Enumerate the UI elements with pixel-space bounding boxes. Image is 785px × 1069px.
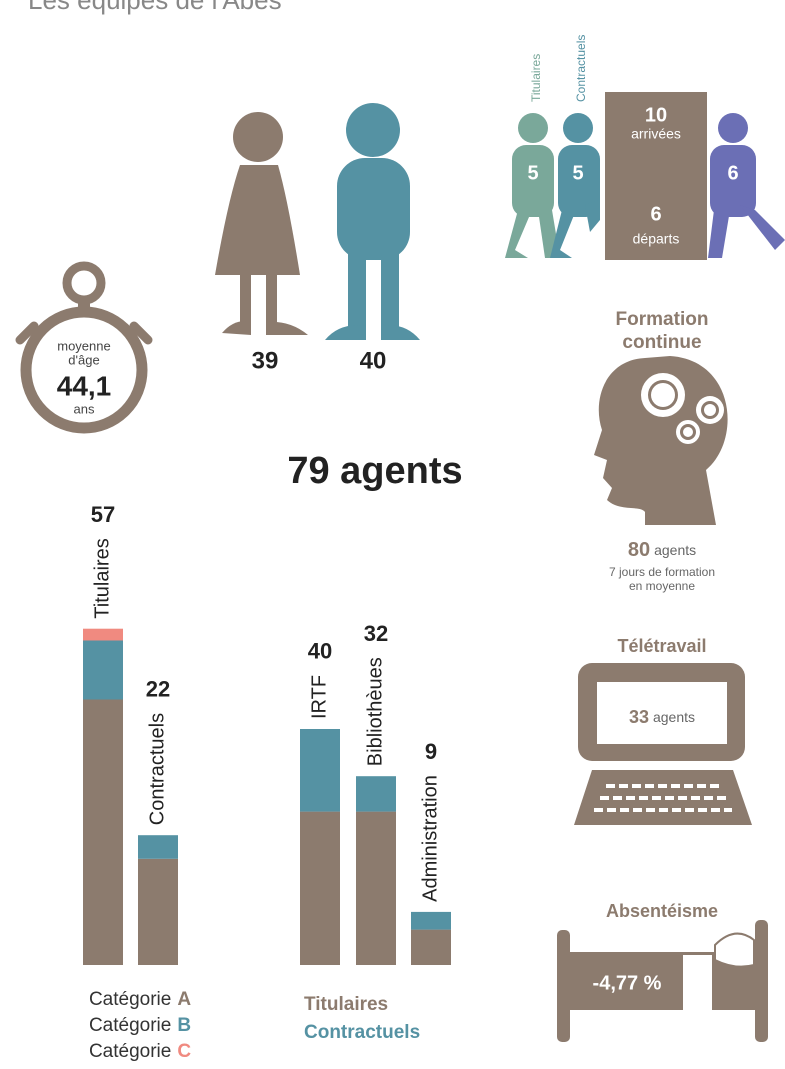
teletravail-agents: 33 agents [629,707,695,727]
stopwatch [15,261,153,434]
legend-entry: Titulaires [304,994,388,1015]
departures-label: départs [633,231,680,247]
bar-segment [300,811,340,965]
formation-title: Formation [616,309,709,330]
total-label: 57 [91,502,115,527]
category-label: Administration [419,775,441,902]
category-label: IRTF [308,675,330,719]
total-agents: 79 agents [287,450,462,492]
women-count: 39 [252,347,279,374]
door [605,92,707,260]
bar-segment [411,911,451,930]
bar-segment [83,628,123,641]
legend-entry: Contractuels [304,1022,420,1043]
legend-name: C [177,1041,191,1062]
bar-segment [83,699,123,965]
bar-segment [300,729,340,812]
men-count: 40 [360,347,387,374]
legend-label: Catégorie [89,1041,171,1062]
arrivals-count: 10 [645,104,667,126]
legend-name: Titulaires [304,994,388,1015]
formation-line: 7 jours de formation [609,565,715,579]
formation-title: continue [622,332,701,353]
bar-segment [356,811,396,965]
head-icon [594,356,728,525]
absenteisme-title: Absentéisme [606,901,718,921]
legend-entry: Catégorie C [89,1041,191,1062]
walker-departing [708,113,785,258]
bar-segment [83,640,123,700]
formation-line: en moyenne [629,579,695,593]
titulaires-count: 5 [527,162,538,184]
legend-name: B [177,1015,191,1036]
total-label: 9 [425,739,437,764]
absenteisme-value: -4,77 % [593,972,662,994]
category-label: Bibliothèues [364,657,386,766]
movement-label: Contractuels [574,35,588,102]
total-label: 32 [364,621,388,646]
formation-agents: 80 agents [628,539,696,561]
age-value: 44,1 [57,370,112,401]
legend-label: Catégorie [89,1015,171,1036]
legend-name: A [177,989,191,1010]
computer-icon [574,663,752,825]
arrivals-label: arrivées [631,126,681,142]
departing-count: 6 [727,162,738,184]
category-label: Titulaires [91,538,113,618]
bar-segment [138,858,178,965]
walker-titulaires [505,113,560,258]
legend-entry: Catégorie B [89,1015,191,1036]
bed-icon [557,920,768,1042]
walker-contractuels [550,113,600,258]
age-unit: ans [74,401,95,416]
teletravail-title: Télétravail [617,636,706,656]
movement-label: Titulaires [529,54,543,102]
age-label: d'âge [68,352,99,367]
total-label: 22 [146,677,170,702]
category-label: Contractuels [146,713,168,825]
page-title: Les équipes de l'Abes [28,0,282,15]
bar-segment [411,929,451,965]
total-label: 40 [308,639,332,664]
legend-entry: Catégorie A [89,989,191,1010]
legend-name: Contractuels [304,1022,420,1043]
contractuels-count: 5 [572,162,583,184]
woman-figure [215,112,308,335]
man-figure [325,103,420,340]
legend-label: Catégorie [89,989,171,1010]
bar-segment [356,776,396,812]
departures-count: 6 [650,203,661,225]
age-label: moyenne [57,338,110,353]
bar-segment [138,835,178,859]
